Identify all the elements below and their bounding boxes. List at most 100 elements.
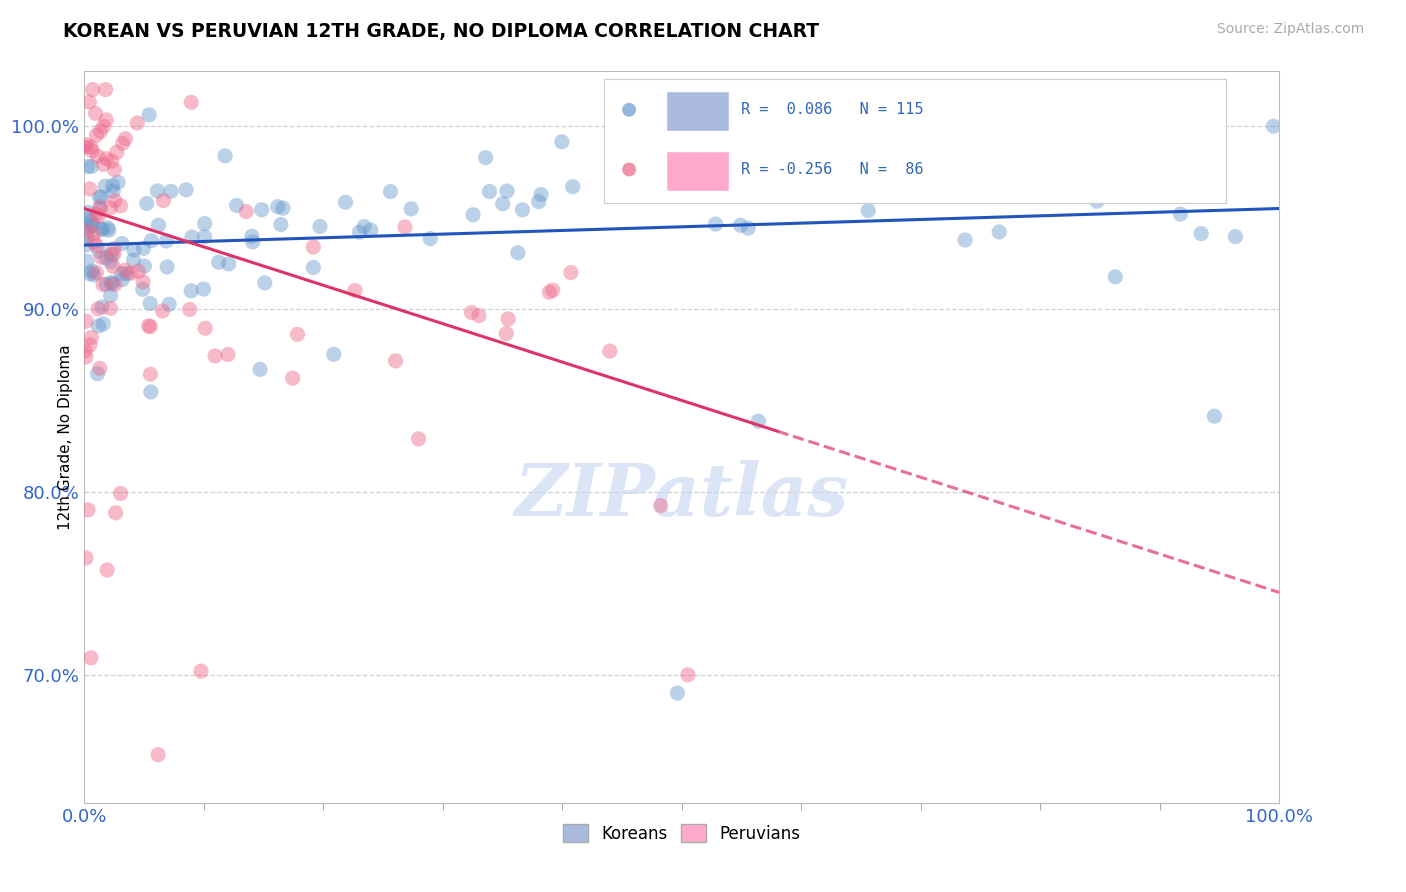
Point	[155, 234, 177, 248]
Point	[75, 350, 97, 364]
Point	[82, 218, 104, 232]
Point	[89, 190, 111, 204]
Point	[100, 201, 122, 215]
Point	[96, 112, 118, 127]
Point	[235, 204, 257, 219]
Point	[530, 187, 553, 202]
Point	[988, 225, 1011, 239]
Point	[89, 202, 111, 216]
Point	[309, 219, 332, 234]
Point	[89, 200, 111, 214]
Point	[344, 284, 367, 298]
Point	[83, 268, 105, 282]
Point	[75, 314, 97, 328]
Point	[93, 120, 115, 134]
Point	[100, 301, 122, 316]
Point	[180, 95, 202, 110]
Point	[394, 219, 416, 234]
Text: KOREAN VS PERUVIAN 12TH GRADE, NO DIPLOMA CORRELATION CHART: KOREAN VS PERUVIAN 12TH GRADE, NO DIPLOM…	[63, 22, 820, 41]
Point	[132, 241, 155, 255]
Point	[84, 207, 107, 221]
Point	[506, 245, 529, 260]
Point	[110, 267, 132, 281]
Point	[114, 132, 136, 146]
Point	[208, 255, 231, 269]
Point	[302, 260, 325, 275]
Point	[104, 194, 127, 208]
Point	[1173, 166, 1195, 180]
Point	[75, 343, 97, 358]
Point	[560, 266, 582, 280]
Point	[90, 250, 112, 264]
Point	[194, 217, 217, 231]
Point	[419, 231, 441, 245]
Point	[114, 263, 136, 277]
Point	[561, 179, 583, 194]
Point	[77, 211, 100, 225]
Point	[953, 233, 976, 247]
Point	[399, 202, 422, 216]
Point	[101, 260, 124, 274]
Point	[103, 247, 125, 261]
Point	[302, 240, 325, 254]
Point	[97, 223, 120, 237]
Point	[91, 317, 114, 331]
Point	[87, 209, 110, 223]
Point	[156, 260, 179, 274]
Point	[110, 486, 132, 500]
Point	[146, 184, 169, 198]
Point	[80, 330, 103, 344]
Point	[111, 136, 134, 151]
Point	[79, 338, 101, 352]
Point	[322, 347, 344, 361]
Point	[91, 222, 114, 236]
Point	[242, 235, 264, 249]
Point	[101, 178, 124, 193]
Point	[128, 264, 150, 278]
Point	[120, 266, 142, 280]
Point	[80, 144, 103, 158]
Point	[76, 205, 98, 219]
Point	[87, 318, 110, 333]
Point	[1104, 269, 1126, 284]
Point	[152, 304, 174, 318]
Point	[461, 208, 484, 222]
Point	[270, 218, 292, 232]
Point	[86, 149, 108, 163]
Point	[80, 651, 103, 665]
Point	[1263, 120, 1285, 134]
Point	[538, 285, 561, 300]
Point	[100, 288, 122, 302]
Point	[76, 160, 98, 174]
Point	[225, 198, 247, 212]
Point	[139, 296, 162, 310]
Point	[962, 183, 984, 197]
Point	[281, 371, 304, 385]
Point	[190, 664, 212, 678]
Point	[180, 284, 202, 298]
Point	[1170, 207, 1192, 221]
Point	[111, 236, 134, 251]
Point	[122, 253, 145, 268]
Point	[492, 196, 515, 211]
Point	[676, 668, 699, 682]
Point	[141, 234, 163, 248]
Point	[271, 201, 294, 215]
Point	[139, 384, 162, 399]
Point	[76, 137, 98, 152]
Point	[193, 282, 215, 296]
Point	[135, 196, 157, 211]
Point	[94, 251, 117, 265]
Point	[75, 551, 97, 566]
Point	[100, 247, 122, 261]
Point	[146, 747, 169, 762]
Point	[75, 140, 97, 154]
Point	[174, 183, 197, 197]
Point	[107, 175, 129, 189]
Point	[76, 224, 98, 238]
Point	[96, 277, 118, 292]
Point	[94, 179, 117, 194]
Point	[217, 347, 239, 361]
Point	[1085, 194, 1108, 209]
Point	[152, 194, 174, 208]
